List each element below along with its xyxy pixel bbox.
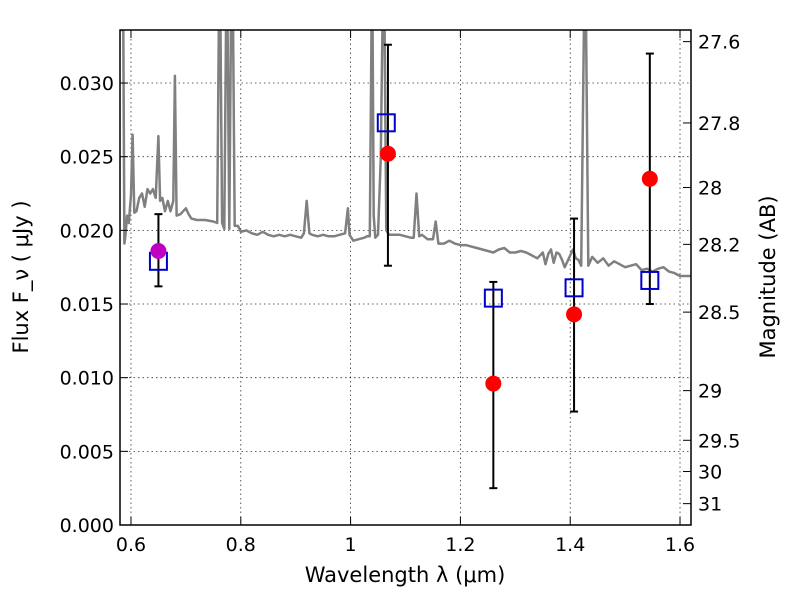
x-tick-label: 1.2 — [445, 534, 475, 556]
right-tick-label: 29.5 — [698, 430, 740, 452]
right-tick-label: 30 — [698, 462, 722, 484]
model-photometry-square — [564, 278, 584, 298]
observed-flux-point — [379, 145, 396, 162]
right-tick-label: 27.8 — [698, 113, 740, 135]
y-tick-label: 0.015 — [60, 294, 114, 316]
observed-flux-point — [641, 170, 658, 187]
plot-frame — [119, 29, 692, 526]
right-tick-label: 27.6 — [698, 32, 740, 54]
right-tick-label: 28.5 — [698, 302, 740, 324]
grid — [120, 30, 691, 526]
right-tick-label: 28.2 — [698, 234, 740, 256]
y-tick-label: 0.020 — [60, 220, 114, 242]
y-tick-label: 0.030 — [60, 73, 114, 95]
model-photometry-square — [376, 113, 396, 133]
right-tick-label: 31 — [698, 494, 722, 516]
model-photometry-square — [640, 270, 660, 290]
spectrum-layer — [120, 30, 691, 278]
y-tick-label: 0.025 — [60, 147, 114, 169]
model-spectrum-line — [120, 30, 691, 278]
x-tick-label: 1.6 — [665, 534, 695, 556]
observed-flux-point — [150, 242, 167, 259]
x-tick-label: 1 — [345, 534, 357, 556]
y-axis-label-right: Magnitude (AB) — [756, 195, 780, 358]
x-tick-label: 0.8 — [226, 534, 256, 556]
x-axis-label: Wavelength λ (μm) — [305, 563, 506, 587]
observed-flux-point — [485, 375, 502, 392]
y-tick-label: 0.000 — [60, 515, 114, 537]
axis-ticks: 0.6 0.8 1 1.2 1.4 1.6 0.000 0.005 0.010 0.015 0.02… — [60, 30, 740, 556]
y-tick-label: 0.010 — [60, 368, 114, 390]
right-tick-label: 28 — [698, 177, 722, 199]
x-tick-label: 0.6 — [116, 534, 146, 556]
y-axis-label-left: Flux F_ν ( μJy ) — [9, 200, 34, 353]
y-tick-label: 0.005 — [60, 441, 114, 463]
observed-flux-point — [566, 306, 583, 323]
x-tick-label: 1.4 — [555, 534, 585, 556]
marker-layer — [148, 43, 660, 490]
right-tick-label: 29 — [698, 381, 722, 403]
model-photometry-square — [483, 288, 503, 308]
